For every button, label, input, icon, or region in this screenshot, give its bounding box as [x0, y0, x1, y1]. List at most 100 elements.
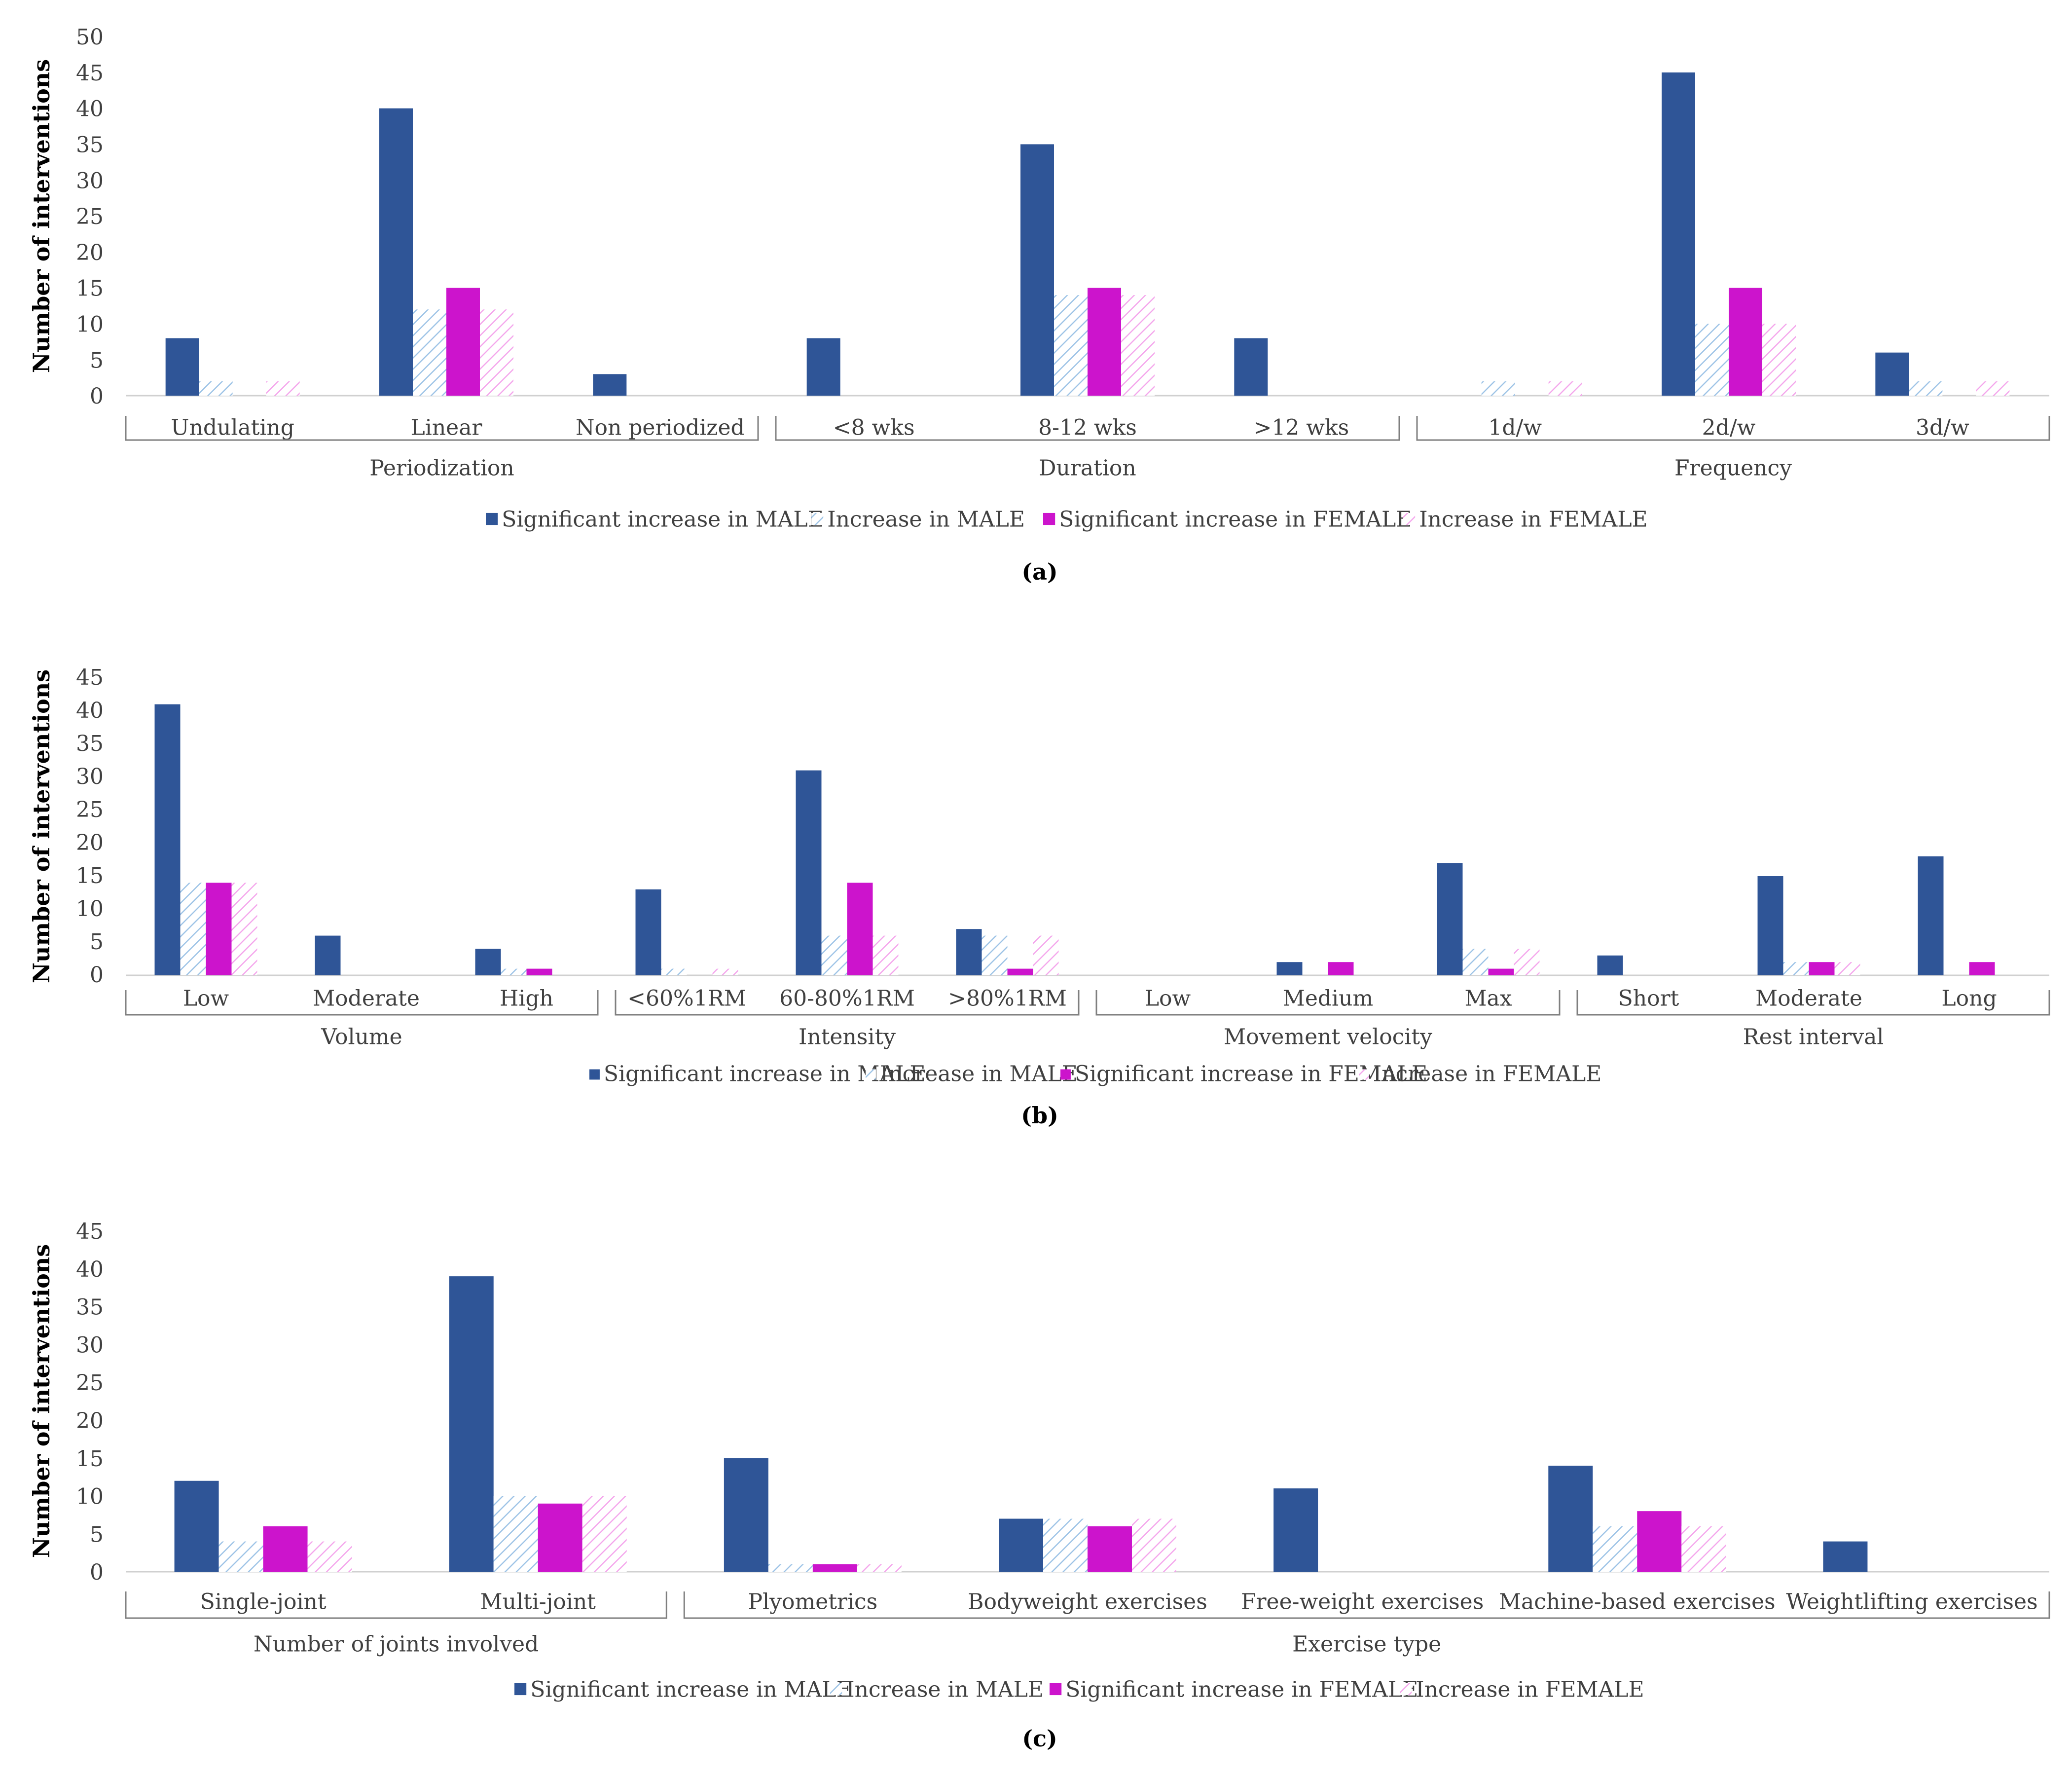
bar-inc-female [1033, 935, 1059, 975]
bar-sig-female [538, 1503, 582, 1572]
bar-inc-male [1783, 962, 1809, 975]
x-category-label: Short [1618, 986, 1679, 1011]
x-category-label: Single-joint [200, 1589, 327, 1614]
bar-sig-male [999, 1518, 1043, 1572]
bar-inc-male [199, 381, 233, 396]
bar-inc-male [501, 968, 527, 975]
group-bracket [1576, 990, 2050, 1016]
y-tick-label: 5 [90, 1522, 104, 1547]
legend-label: Significant increase in MALE [604, 1061, 926, 1086]
x-category-label: Plyometrics [748, 1589, 877, 1614]
bar-inc-male [768, 1564, 813, 1572]
x-category-label: Bodyweight exercises [968, 1589, 1207, 1614]
bar-inc-female [857, 1564, 902, 1572]
y-tick-label: 15 [76, 276, 104, 301]
bar-sig-female [1488, 968, 1514, 975]
bar-inc-male [1054, 295, 1088, 396]
legend-label: Increase in MALE [846, 1677, 1044, 1702]
y-tick-label: 45 [76, 61, 104, 86]
group-bracket [1416, 416, 2050, 441]
bar-sig-male [1276, 962, 1303, 975]
group-bracket [683, 1591, 2050, 1619]
x-category-label: 8-12 wks [1038, 415, 1137, 440]
y-tick-label: 5 [90, 929, 104, 955]
x-category-label: Max [1464, 986, 1512, 1011]
x-category-label: High [500, 986, 553, 1011]
bar-inc-female [266, 381, 300, 396]
x-category-label: Moderate [1755, 986, 1862, 1011]
group-label: Exercise type [1292, 1631, 1441, 1657]
group-label: Periodization [369, 455, 514, 480]
panel-label: (a) [1021, 558, 1057, 585]
bar-inc-male [1593, 1526, 1637, 1572]
y-tick-label: 50 [76, 25, 104, 50]
bar-inc-female [582, 1496, 627, 1572]
y-tick-label: 40 [76, 1257, 104, 1282]
legend-label: Increase in MALE [880, 1061, 1078, 1086]
y-tick-label: 0 [90, 1560, 104, 1585]
y-tick-label: 25 [76, 1370, 104, 1396]
bar-sig-male [379, 108, 413, 396]
x-category-label: <60%1RM [627, 986, 746, 1011]
y-tick-label: 0 [90, 962, 104, 988]
chart-panel-c: 0 5 10 15 20 25 30 35 40 45 Number of intervention… [28, 1219, 2050, 1752]
y-tick-label: 10 [76, 1484, 104, 1510]
x-category-label: 2d/w [1702, 415, 1756, 440]
y-tick-label: 0 [90, 384, 104, 409]
legend-swatch-sig-male [514, 1683, 527, 1696]
bar-sig-female [526, 968, 552, 975]
bar-sig-male [1757, 876, 1783, 975]
bar-sig-female [847, 883, 873, 975]
bar-sig-male [174, 1480, 219, 1572]
bar-inc-female [1121, 295, 1155, 396]
y-tick-label: 15 [76, 863, 104, 888]
bar-inc-male [661, 968, 687, 975]
bar-inc-male [981, 935, 1008, 975]
x-category-label: Free-weight exercises [1241, 1589, 1484, 1614]
bar-sig-male [806, 338, 840, 396]
panel-label: (b) [1021, 1102, 1058, 1129]
x-category-label: 3d/w [1916, 415, 1969, 440]
y-tick-label: 35 [76, 1295, 104, 1320]
y-tick-label: 20 [76, 240, 104, 265]
bar-sig-male [724, 1458, 768, 1572]
y-tick-label: 45 [76, 665, 104, 690]
bar-sig-female [812, 1564, 857, 1572]
group-bracket [615, 990, 1080, 1016]
bar-sig-female [446, 288, 480, 396]
legend-swatch-sig-male [486, 513, 498, 525]
y-tick-label: 20 [76, 830, 104, 855]
bar-sig-male [956, 929, 982, 975]
y-axis-label: Number of interventions [28, 59, 55, 373]
legend-label: Increase in FEMALE [1373, 1061, 1601, 1086]
x-category-label: >12 wks [1253, 415, 1349, 440]
group-label: Frequency [1674, 455, 1792, 480]
bar-sig-male [1273, 1488, 1318, 1572]
group-label: Duration [1039, 455, 1136, 480]
x-category-label: Undulating [171, 415, 294, 440]
chart-panel-a: 0 5 10 15 20 25 30 35 40 45 50 Number of interventi… [28, 25, 2050, 585]
legend-swatch-sig-male [589, 1069, 600, 1080]
bar-sig-female [263, 1526, 308, 1572]
y-tick-label: 30 [76, 168, 104, 193]
y-tick-label: 25 [76, 204, 104, 229]
legend-swatch-sig-female [1043, 513, 1055, 525]
legend-swatch-sig-female [1060, 1069, 1071, 1080]
bar-inc-female [872, 935, 899, 975]
legend-swatch-inc-male [866, 1069, 876, 1080]
bar-sig-female [1729, 288, 1762, 396]
bar-inc-male [1043, 1518, 1088, 1572]
bar-sig-male [1918, 856, 1944, 975]
bar-sig-male [635, 889, 661, 975]
bar-sig-female [1088, 288, 1121, 396]
y-tick-label: 15 [76, 1446, 104, 1472]
bar-sig-male [1020, 144, 1054, 396]
bar-sig-male [1875, 352, 1909, 396]
bar-inc-female [1834, 962, 1860, 975]
bar-inc-female [231, 883, 257, 975]
legend-swatch-inc-female [1359, 1069, 1369, 1080]
y-tick-label: 35 [76, 133, 104, 158]
bar-sig-male [593, 374, 627, 396]
y-axis-label: Number of interventions [28, 669, 55, 983]
